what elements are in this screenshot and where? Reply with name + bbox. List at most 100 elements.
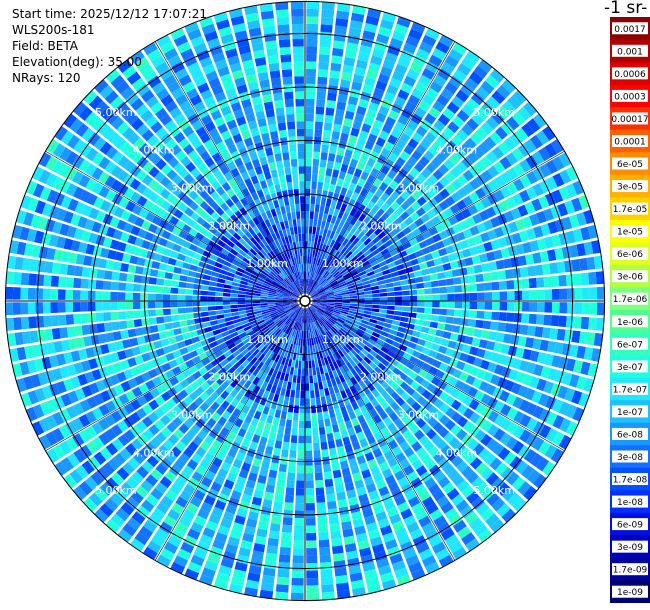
ppi-gate-cell (591, 240, 601, 254)
ppi-gate-cell (501, 487, 516, 502)
ppi-gate-cell (314, 204, 320, 213)
ppi-gate-cell (320, 235, 326, 244)
ppi-gate-cell (289, 397, 295, 406)
ppi-gate-cell (417, 255, 426, 264)
ppi-gate-cell (277, 425, 285, 435)
ppi-gate-cell (496, 482, 511, 497)
ppi-gate-cell (187, 561, 202, 574)
ppi-gate-cell (321, 269, 327, 277)
ppi-gate-cell (275, 486, 285, 495)
ppi-gate-cell (285, 204, 291, 213)
ppi-gate-cell (416, 289, 425, 295)
colorbar-tick-label: 6e-09 (617, 521, 643, 531)
ppi-gate-cell (193, 547, 208, 560)
ppi-gate-cell (205, 520, 219, 532)
ppi-gate-cell (312, 435, 320, 444)
ppi-gate-cell (415, 418, 427, 429)
ppi-gate-cell (311, 329, 315, 338)
ppi-gate-cell (504, 269, 514, 279)
ppi-gate-cell (437, 476, 451, 489)
ppi-gate-cell (517, 255, 527, 266)
ppi-gate-cell (362, 147, 372, 158)
ppi-gate-cell (517, 444, 531, 459)
ppi-gate-cell (280, 411, 287, 420)
ppi-gate-cell (344, 353, 352, 362)
ppi-gate-cell (317, 69, 329, 78)
ppi-gate-cell (347, 282, 355, 287)
ppi-gate-cell (383, 322, 392, 329)
ppi-gate-cell (5, 302, 14, 316)
ppi-gate-cell (436, 94, 450, 107)
ppi-gate-cell (349, 295, 358, 299)
ppi-gate-cell (173, 555, 188, 568)
ppi-gate-cell (297, 226, 302, 234)
ppi-gate-cell (179, 275, 188, 282)
ppi-gate-cell (296, 121, 305, 129)
colorbar: 0.00170.0010.00060.00030.000170.00016e-0… (610, 17, 650, 603)
ppi-gate-cell (222, 292, 231, 297)
ppi-gate-cell (457, 187, 468, 199)
ppi-gate-cell (483, 219, 494, 231)
ppi-gate-cell (278, 129, 287, 139)
ppi-gate-cell (250, 417, 259, 427)
ppi-gate-cell (405, 206, 416, 216)
ppi-gate-cell (403, 75, 417, 87)
ppi-gate-cell (321, 325, 327, 333)
ppi-gate-cell (306, 1, 320, 10)
ppi-gate-cell (390, 358, 399, 367)
ppi-gate-cell (320, 334, 326, 342)
ppi-gate-cell (446, 487, 460, 501)
ppi-gate-cell (394, 96, 407, 107)
ppi-gate-cell (499, 156, 512, 170)
ppi-gate-cell (336, 178, 344, 187)
ppi-gate-cell (580, 361, 591, 376)
ppi-gate-cell (494, 226, 505, 238)
ppi-gate-cell (245, 398, 254, 408)
ppi-gate-cell (430, 434, 443, 446)
ppi-gate-cell (289, 227, 295, 235)
ppi-gate-cell (407, 496, 421, 508)
ppi-gate-cell (247, 511, 259, 521)
ppi-gate-cell (349, 301, 358, 304)
ppi-gate-cell (345, 251, 353, 259)
ppi-gate-cell (451, 325, 461, 333)
ppi-gate-cell (519, 159, 532, 173)
ppi-gate-cell (480, 121, 494, 135)
ppi-gate-cell (512, 425, 525, 439)
ppi-gate-cell (365, 364, 374, 374)
ppi-gate-cell (480, 507, 495, 522)
ppi-gate-cell (277, 122, 287, 131)
ppi-gate-cell (270, 385, 277, 394)
ppi-gate-cell (238, 444, 248, 455)
ppi-gate-cell (275, 107, 285, 116)
ppi-gate-cell (380, 390, 390, 400)
ppi-gate-cell (313, 143, 321, 152)
ppi-gate-cell (318, 419, 325, 428)
ppi-gate-cell (331, 282, 339, 288)
ppi-gate-cell (475, 402, 487, 415)
ppi-gate-cell (20, 316, 30, 330)
ppi-gate-cell (397, 114, 409, 126)
ppi-gate-cell (362, 316, 371, 322)
ppi-gate-cell (427, 197, 438, 208)
ppi-gate-cell (322, 213, 328, 222)
ppi-gate-cell (372, 143, 383, 154)
ppi-gate-cell (312, 301, 320, 304)
ppi-gate-cell (340, 390, 348, 399)
ppi-gate-cell (371, 379, 380, 388)
ppi-gate-cell (326, 229, 332, 238)
ppi-gate-cell (483, 452, 497, 466)
ppi-gate-cell (292, 352, 297, 361)
ppi-gate-cell (391, 163, 402, 174)
ppi-gate-cell (366, 434, 376, 445)
ppi-gate-cell (443, 384, 454, 395)
ppi-gate-cell (370, 497, 382, 508)
ppi-gate-cell (383, 450, 395, 461)
ppi-gate-cell (411, 201, 421, 211)
ppi-gate-cell (393, 315, 402, 321)
ppi-gate-cell (281, 532, 292, 541)
ppi-gate-cell (414, 509, 428, 521)
ppi-gate-cell (278, 39, 291, 48)
ppi-gate-cell (287, 464, 296, 473)
ppi-gate-cell (387, 134, 398, 145)
